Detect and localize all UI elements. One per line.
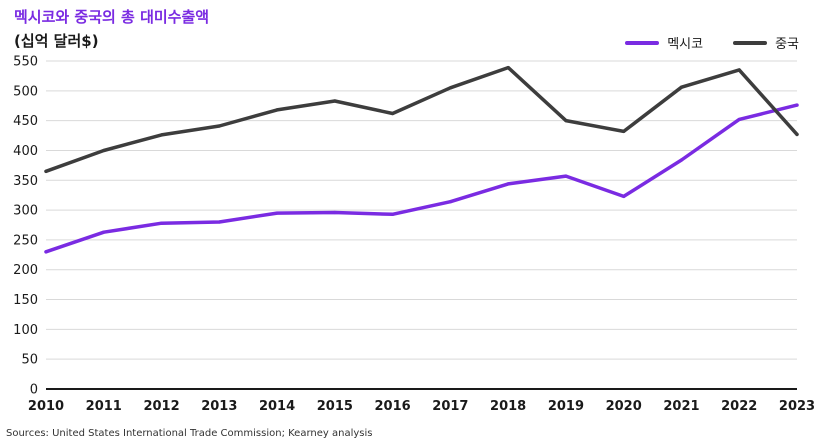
series-line-1: [44, 65, 799, 174]
x-tick-label-2014: 2014: [259, 399, 295, 414]
x-tick-label-2015: 2015: [317, 399, 353, 414]
data-point-1-2015: [333, 99, 337, 103]
y-tick-label-200: 200: [13, 263, 38, 278]
y-tick-label-0: 0: [30, 383, 38, 398]
data-point-0-2018: [506, 182, 510, 186]
x-tick-label-2018: 2018: [490, 399, 526, 414]
legend-swatch-mexico: [625, 40, 660, 45]
y-tick-label-550: 550: [13, 55, 38, 70]
data-point-0-2017: [448, 200, 452, 204]
x-tick-label-2019: 2019: [548, 399, 584, 414]
legend-item-china: 중국: [733, 33, 799, 52]
y-tick-label-500: 500: [13, 84, 38, 99]
x-tick-label-2023: 2023: [779, 399, 815, 414]
x-tick-label-2012: 2012: [143, 399, 179, 414]
data-point-0-2014: [275, 211, 279, 215]
data-point-1-2012: [159, 133, 164, 137]
data-point-0-2011: [102, 230, 106, 234]
data-point-1-2022: [737, 68, 741, 72]
x-tick-label-2016: 2016: [375, 399, 411, 414]
data-point-1-2010: [44, 169, 48, 173]
y-tick-label-450: 450: [13, 114, 38, 129]
y-tick-label-150: 150: [13, 293, 38, 308]
series-line-0: [44, 103, 799, 254]
data-point-1-2019: [564, 119, 568, 123]
y-tick-label-400: 400: [13, 144, 38, 159]
data-point-0-2022: [737, 117, 741, 122]
data-point-1-2023: [795, 132, 799, 136]
y-tick-label-250: 250: [13, 233, 38, 248]
data-point-1-2020: [622, 129, 626, 133]
data-point-0-2015: [333, 210, 337, 215]
chart-title: 멕시코와 중국의 총 대미수출액: [14, 8, 210, 26]
data-point-1-2021: [679, 85, 684, 89]
data-point-1-2011: [102, 148, 106, 153]
data-point-1-2014: [275, 108, 279, 112]
x-tick-label-2011: 2011: [86, 399, 122, 414]
y-tick-label-350: 350: [13, 174, 38, 189]
x-tick-label-2022: 2022: [721, 399, 757, 414]
data-point-0-2013: [217, 220, 221, 224]
legend-item-mexico: 멕시코: [625, 33, 703, 52]
legend-label-china: 중국: [775, 37, 799, 52]
source-note: Sources: United States International Tra…: [6, 428, 373, 439]
y-tick-label-100: 100: [13, 323, 38, 338]
x-tick-label-2017: 2017: [432, 399, 468, 414]
x-tick-label-2020: 2020: [606, 399, 642, 414]
data-point-1-2016: [391, 111, 395, 116]
x-tick-label-2010: 2010: [28, 399, 64, 414]
data-point-0-2020: [622, 194, 626, 198]
data-point-0-2021: [679, 158, 684, 162]
data-point-0-2012: [159, 221, 164, 225]
data-point-0-2019: [564, 174, 568, 178]
data-point-0-2010: [44, 250, 48, 254]
x-tick-label-2013: 2013: [201, 399, 237, 414]
data-point-1-2017: [448, 86, 452, 90]
chart-subtitle: (십억 달러$): [14, 32, 99, 50]
data-point-1-2018: [506, 65, 510, 70]
legend-swatch-china: [733, 40, 768, 45]
data-point-0-2016: [391, 212, 395, 216]
x-tick-label-2021: 2021: [663, 399, 699, 414]
y-tick-label-50: 50: [21, 353, 38, 368]
chart-legend: 멕시코 중국: [625, 33, 799, 52]
data-point-0-2023: [795, 103, 799, 107]
legend-label-mexico: 멕시코: [667, 37, 704, 52]
y-tick-label-300: 300: [13, 204, 38, 219]
data-point-1-2013: [217, 124, 221, 128]
